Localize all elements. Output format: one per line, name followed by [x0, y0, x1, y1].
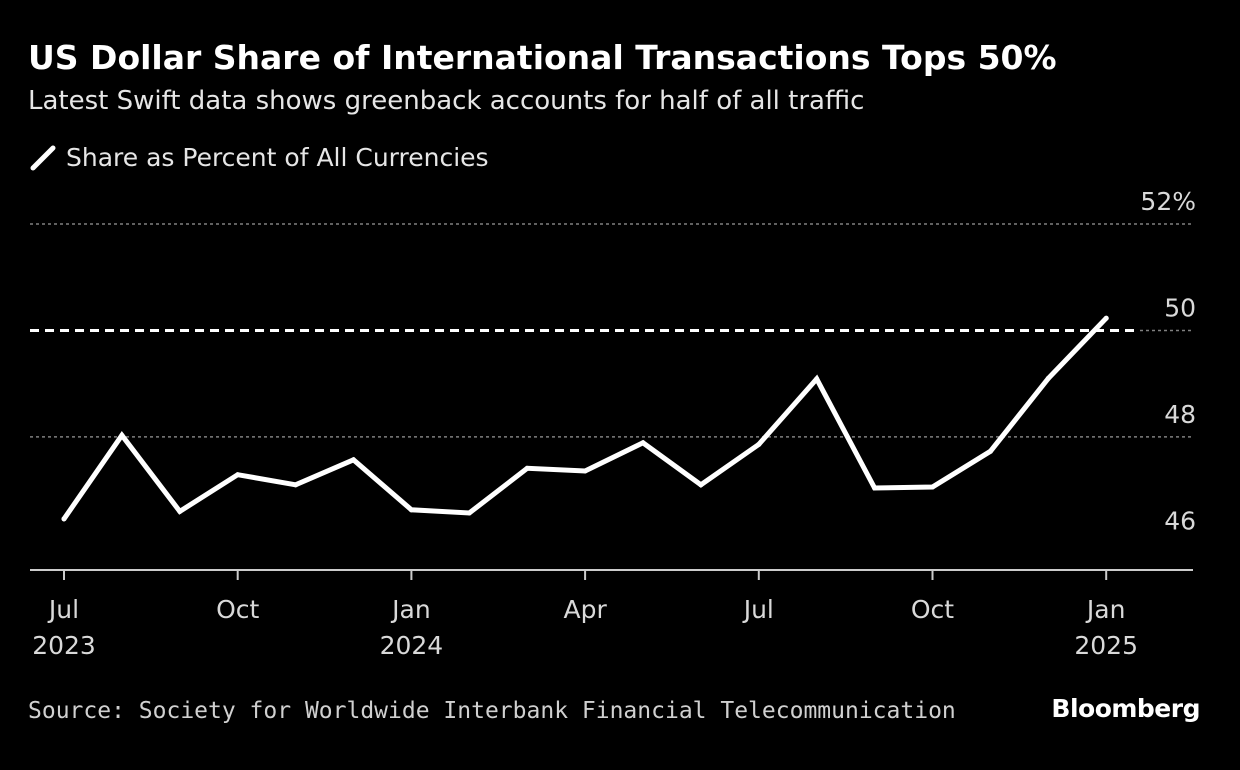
- chart-subtitle: Latest Swift data shows greenback accoun…: [28, 86, 865, 116]
- y-tick-label: 50: [1164, 293, 1196, 322]
- legend-label: Share as Percent of All Currencies: [66, 142, 489, 172]
- data-point: [872, 485, 878, 491]
- source-note: Source: Society for Worldwide Interbank …: [28, 698, 956, 724]
- legend: Share as Percent of All Currencies: [28, 142, 489, 172]
- data-point: [466, 510, 472, 516]
- data-point: [698, 482, 704, 488]
- data-point: [1045, 375, 1051, 381]
- x-tick-label: Oct: [911, 595, 954, 624]
- data-point: [177, 508, 183, 514]
- x-tick-year-label: 2023: [32, 631, 96, 660]
- data-point: [119, 432, 125, 438]
- data-point: [756, 441, 762, 447]
- x-tick-label: Jan: [390, 595, 431, 624]
- x-tick-label: Jul: [47, 595, 79, 624]
- data-point: [61, 516, 67, 522]
- y-axis-labels: 52% 50 48 46: [1140, 187, 1196, 535]
- data-point: [235, 472, 241, 478]
- legend-line-swatch-icon: [30, 145, 56, 171]
- x-tick-label: Oct: [216, 595, 259, 624]
- data-point: [814, 376, 820, 382]
- data-point: [582, 468, 588, 474]
- x-axis: Jul 2023 Oct Jan 2024 Apr Jul Oct Jan 2025: [30, 569, 1193, 660]
- y-tick-label: 52%: [1140, 187, 1196, 216]
- x-tick-label: Jul: [742, 595, 774, 624]
- data-point: [524, 465, 530, 471]
- data-point: [408, 507, 414, 513]
- data-point: [1103, 315, 1109, 321]
- bloomberg-logo: Bloomberg: [1051, 694, 1200, 723]
- data-point: [351, 457, 356, 463]
- y-tick-label: 46: [1164, 506, 1196, 535]
- data-point: [293, 482, 299, 488]
- x-tick-year-label: 2024: [380, 631, 444, 660]
- series-layer: [61, 315, 1109, 522]
- y-tick-label: 48: [1164, 400, 1196, 429]
- data-point: [987, 448, 993, 454]
- data-point: [930, 484, 935, 490]
- chart-title: US Dollar Share of International Transac…: [28, 38, 1057, 77]
- x-tick-year-label: 2025: [1074, 631, 1138, 660]
- data-point: [640, 440, 646, 446]
- gridlines: [30, 223, 1193, 438]
- series-line-usd-share: [61, 315, 1109, 522]
- x-tick-label: Jan: [1085, 595, 1126, 624]
- x-tick-label: Apr: [563, 595, 607, 624]
